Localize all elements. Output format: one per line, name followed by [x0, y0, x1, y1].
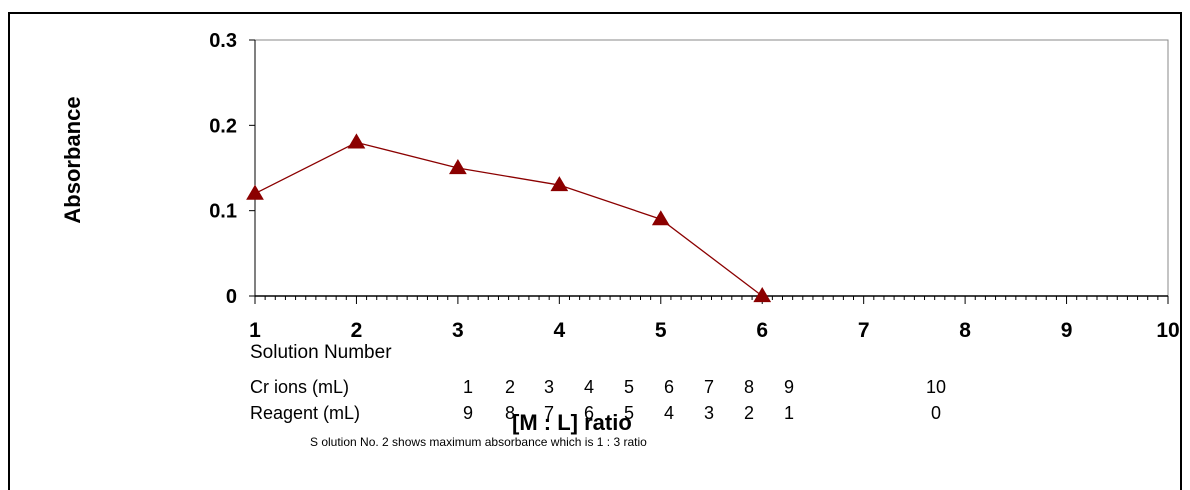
y-tick-label: 0: [226, 286, 237, 308]
footnote: S olution No. 2 shows maximum absorbance…: [310, 435, 647, 449]
x-tick-label: 10: [1156, 319, 1179, 342]
table-cell: 3: [544, 377, 554, 397]
ratio-label: [M : L] ratio: [512, 410, 632, 435]
x-tick-label: 6: [756, 319, 768, 342]
data-point: [550, 176, 569, 192]
table-cell: 5: [624, 377, 634, 397]
table-row-label: Cr ions (mL): [250, 377, 349, 397]
table-cell: 8: [505, 403, 515, 423]
chart-frame: [8, 12, 1182, 490]
table-cell: 7: [544, 403, 554, 423]
table-cell: 9: [784, 377, 794, 397]
data-point: [449, 159, 467, 175]
x-axis-label: Solution Number: [250, 342, 392, 363]
data-point: [347, 133, 366, 149]
data-point: [753, 287, 772, 303]
x-tick-label: 3: [452, 319, 464, 342]
y-tick-label: 0.3: [209, 30, 237, 52]
table-cell: 1: [463, 377, 473, 397]
table-cell: 6: [584, 403, 594, 423]
series-line: [254, 141, 763, 297]
table-cell: 5: [624, 403, 634, 423]
x-tick-label: 9: [1061, 319, 1073, 342]
table-cell: 6: [664, 377, 674, 397]
table-cell: 3: [704, 403, 714, 423]
table-cell: 8: [744, 377, 754, 397]
x-tick-label: 4: [553, 319, 565, 342]
x-axis: 1 2 3 4 5 6 7 8 9 10: [249, 295, 1180, 342]
table-cell: 4: [584, 377, 594, 397]
table-cell: 7: [704, 377, 714, 397]
data-point: [651, 210, 670, 226]
y-tick-label: 0.1: [209, 201, 237, 223]
series: [246, 133, 772, 303]
y-tick-label: 0.2: [209, 115, 237, 137]
table-cell: 4: [664, 403, 674, 423]
x-tick-label: 5: [655, 319, 667, 342]
table-cell: 1: [784, 403, 794, 423]
x-tick-label: 7: [858, 319, 870, 342]
table-row-label: Reagent (mL): [250, 403, 360, 423]
table-cell: 2: [744, 403, 754, 423]
y-axis: 0 0.1 0.2 0.3: [209, 30, 256, 308]
table-cell: 0: [931, 403, 941, 423]
data-point: [246, 184, 264, 200]
x-tick-label: 2: [351, 319, 363, 342]
table-cell: 9: [463, 403, 473, 423]
table-cell: 2: [505, 377, 515, 397]
table-cell: 10: [926, 377, 946, 397]
x-tick-label: 1: [249, 319, 261, 342]
y-axis-label: Absorbance: [60, 96, 85, 223]
x-tick-label: 8: [959, 319, 971, 342]
